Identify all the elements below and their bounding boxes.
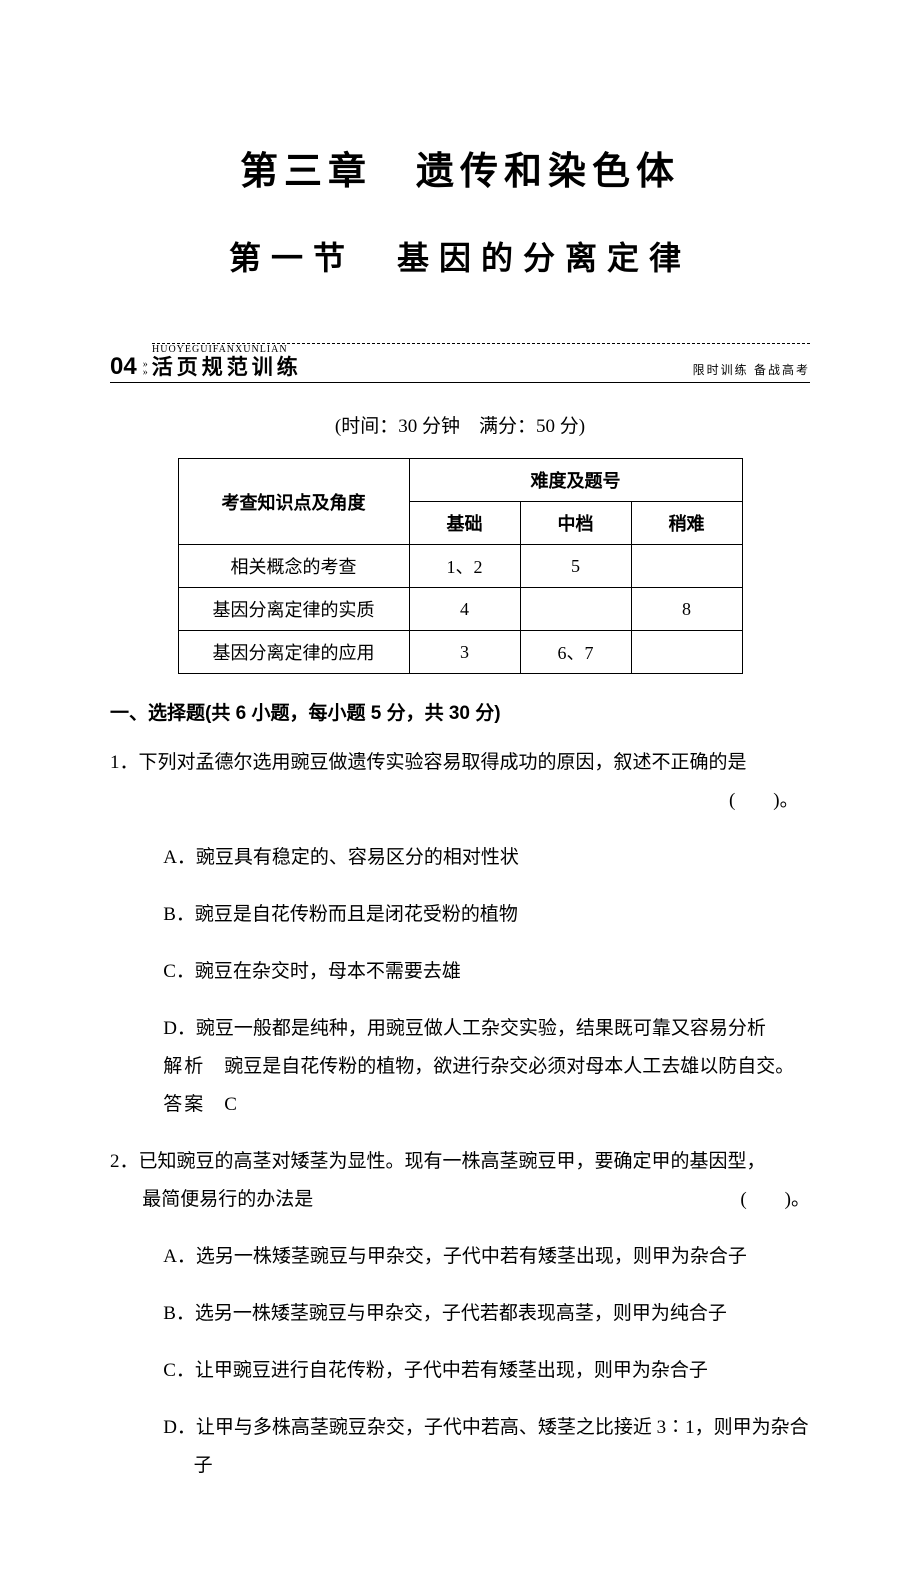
q2-stem: 2．已知豌豆的高茎对矮茎为显性。现有一株高茎豌豆甲，要确定甲的基因型，: [110, 1143, 810, 1181]
q1-option-b: B．豌豆是自花传粉而且是闭花受粉的植物: [163, 896, 810, 934]
cell-hard: [631, 545, 742, 588]
q2-option-a: A．选另一株矮茎豌豆与甲杂交，子代中若有矮茎出现，则甲为杂合子: [163, 1238, 810, 1276]
q1-explain-label: 解析: [163, 1056, 205, 1077]
knowledge-table: 考查知识点及角度 难度及题号 基础 中档 稍难 相关概念的考查 1、2 5 基因…: [178, 458, 743, 674]
q2-stem-line2: 最简便易行的办法是: [142, 1181, 721, 1219]
q2-option-c: C．让甲豌豆进行自花传粉，子代中若有矮茎出现，则甲为杂合子: [163, 1352, 810, 1390]
q2-options: A．选另一株矮茎豌豆与甲杂交，子代中若有矮茎出现，则甲为杂合子 B．选另一株矮茎…: [110, 1238, 810, 1485]
cell-medium: [520, 588, 631, 631]
banner-arrows-icon: »»: [143, 361, 148, 381]
table-row: 基因分离定律的应用 3 6、7: [178, 631, 742, 674]
q1-stem-text: 下列对孟德尔选用豌豆做遗传实验容易取得成功的原因，叙述不正确的是: [139, 752, 747, 773]
q1-paren: ( )。: [110, 782, 810, 820]
practice-banner: HUOYEGUIFANXUNLIAN 04 »» 活页规范训练 限时训练 备战高…: [110, 339, 810, 383]
q1-answer: 答案 C: [171, 1086, 810, 1124]
q1-option-c: C．豌豆在杂交时，母本不需要去雄: [163, 953, 810, 991]
time-score-info: (时间：30 分钟 满分：50 分): [110, 411, 810, 438]
q2-number: 2．: [110, 1151, 139, 1172]
q2-stem-line1: 已知豌豆的高茎对矮茎为显性。现有一株高茎豌豆甲，要确定甲的基因型，: [139, 1151, 766, 1172]
cell-topic: 基因分离定律的应用: [178, 631, 409, 674]
th-medium: 中档: [520, 502, 631, 545]
cell-basic: 3: [409, 631, 520, 674]
cell-medium: 5: [520, 545, 631, 588]
question-1: 1．下列对孟德尔选用豌豆做遗传实验容易取得成功的原因，叙述不正确的是 ( )。 …: [110, 744, 810, 1124]
q1-options: A．豌豆具有稳定的、容易区分的相对性状 B．豌豆是自花传粉而且是闭花受粉的植物 …: [110, 839, 810, 1048]
cell-medium: 6、7: [520, 631, 631, 674]
q2-paren: ( )。: [721, 1181, 810, 1219]
cell-basic: 4: [409, 588, 520, 631]
q1-explanation: 解析 豌豆是自花传粉的植物，欲进行杂交必须对母本人工去雄以防自交。: [171, 1048, 810, 1086]
chapter-title: 第三章 遗传和染色体: [110, 140, 810, 195]
cell-hard: 8: [631, 588, 742, 631]
th-difficulty: 难度及题号: [409, 459, 742, 502]
q1-answer-value: C: [224, 1094, 237, 1115]
th-topic: 考查知识点及角度: [178, 459, 409, 545]
q1-answer-label: 答案: [163, 1094, 205, 1115]
banner-right-text: 限时训练 备战高考: [693, 361, 810, 381]
section-title: 第一节 基因的分离定律: [110, 233, 810, 279]
cell-topic: 相关概念的考查: [178, 545, 409, 588]
table-row: 相关概念的考查 1、2 5: [178, 545, 742, 588]
table-row: 基因分离定律的实质 4 8: [178, 588, 742, 631]
q1-option-d: D．豌豆一般都是纯种，用豌豆做人工杂交实验，结果既可靠又容易分析: [163, 1010, 810, 1048]
th-hard: 稍难: [631, 502, 742, 545]
banner-number: 04: [110, 353, 137, 381]
q1-stem: 1．下列对孟德尔选用豌豆做遗传实验容易取得成功的原因，叙述不正确的是: [110, 744, 810, 782]
q2-option-b: B．选另一株矮茎豌豆与甲杂交，子代若都表现高茎，则甲为纯合子: [163, 1295, 810, 1333]
banner-label: 活页规范训练: [152, 351, 302, 381]
banner-pinyin: HUOYEGUIFANXUNLIAN: [152, 343, 810, 355]
question-2: 2．已知豌豆的高茎对矮茎为显性。现有一株高茎豌豆甲，要确定甲的基因型， 最简便易…: [110, 1143, 810, 1485]
th-basic: 基础: [409, 502, 520, 545]
cell-hard: [631, 631, 742, 674]
mcq-section-heading: 一、选择题(共 6 小题，每小题 5 分，共 30 分): [110, 698, 810, 725]
q1-number: 1．: [110, 752, 139, 773]
cell-basic: 1、2: [409, 545, 520, 588]
q1-explain-text: 豌豆是自花传粉的植物，欲进行杂交必须对母本人工去雄以防自交。: [224, 1056, 794, 1077]
q1-option-a: A．豌豆具有稳定的、容易区分的相对性状: [163, 839, 810, 877]
cell-topic: 基因分离定律的实质: [178, 588, 409, 631]
q2-option-d: D．让甲与多株高茎豌豆杂交，子代中若高、矮茎之比接近 3∶1，则甲为杂合子: [163, 1409, 810, 1485]
